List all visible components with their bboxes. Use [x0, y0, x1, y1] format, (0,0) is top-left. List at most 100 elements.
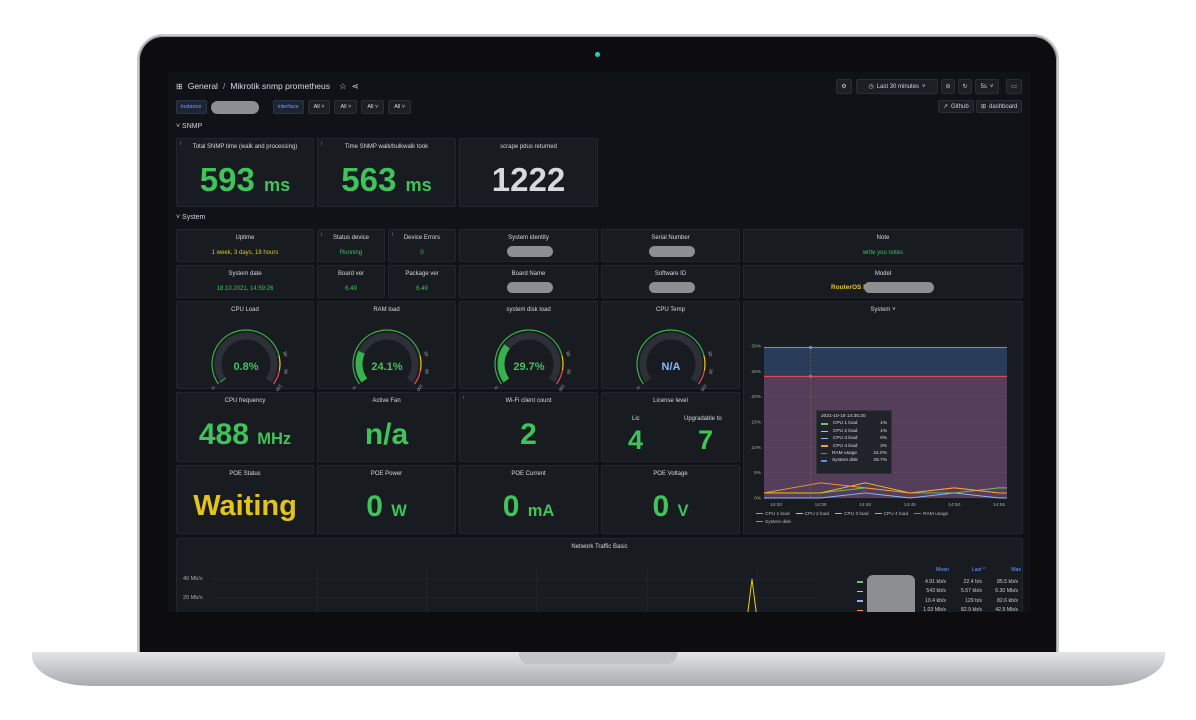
column-header-last[interactable]: Last *	[971, 567, 985, 573]
tooltip-rows: CPU 1 load 1% CPU 2 load 1% CPU 3 load 0% CPU …	[821, 421, 887, 463]
gauge-tick-label: 90	[283, 369, 289, 375]
panel-title[interactable]: System ˅	[870, 307, 896, 313]
panel-wifi-clients[interactable]: i Wi-Fi client count 2	[459, 392, 598, 462]
gauge-threshold-yellow	[419, 355, 422, 371]
traffic-chart-svg[interactable]	[177, 539, 827, 612]
traffic-table-row[interactable]: 10.4 kb/s 129 b/s 82.6 kb/s	[857, 596, 1022, 606]
variable-value-4[interactable]: All ˅	[388, 100, 412, 114]
panel-ram-load[interactable]: RAM load 0 60 80 100 24.1%	[317, 301, 456, 393]
traffic-table-row[interactable]: 543 kb/s 5.67 kb/s 6.30 Mb/s	[857, 587, 1022, 597]
dashboards-grid-icon[interactable]: ⊞	[176, 81, 183, 91]
info-icon[interactable]: i	[463, 395, 465, 401]
refresh-interval-picker[interactable]: 5s ˅	[975, 79, 999, 94]
clock-icon: ◷	[868, 84, 874, 90]
panel-scrape-pdus[interactable]: scrape pdus returned 1222	[459, 138, 598, 207]
panel-package-ver[interactable]: Package ver 6.49	[388, 265, 456, 298]
variable-label-instance: instance	[176, 100, 207, 114]
variable-value-interface[interactable]: All ˅	[307, 100, 331, 114]
column-header-max[interactable]: Max	[1011, 567, 1021, 573]
stat-number: 563	[341, 161, 397, 198]
legend-item[interactable]: CPU 4 load	[874, 512, 908, 517]
panel-software-id[interactable]: Software ID	[601, 265, 740, 298]
row-title-snmp[interactable]: ˅ SNMP	[176, 123, 203, 130]
column-header-mean[interactable]: Mean	[936, 567, 949, 573]
panel-note[interactable]: Note write you notes	[743, 229, 1023, 262]
panel-license-level[interactable]: License level Lic Upgradable to 4 7	[601, 392, 740, 462]
panel-status-device[interactable]: i Status device Running	[317, 229, 385, 262]
gauge-threshold-green	[636, 329, 705, 385]
redacted-blur	[649, 282, 695, 293]
panel-uptime[interactable]: Uptime 1 week, 3 days, 18 hours	[176, 229, 314, 262]
panel-title: Network Traffic Basic	[571, 544, 628, 550]
panel-board-name[interactable]: Board Name	[459, 265, 598, 298]
panel-network-traffic[interactable]: Network Traffic Basic 40 Mb/s 20 Mb/s Me…	[176, 538, 1023, 612]
panel-cpu-frequency[interactable]: CPU frequency 488 MHz	[176, 392, 314, 462]
info-icon[interactable]: i	[180, 141, 182, 147]
time-range-picker[interactable]: ◷ Last 30 minutes ˅	[856, 79, 938, 94]
info-icon[interactable]: i	[392, 232, 394, 238]
panel-board-ver[interactable]: Board ver 6.49	[317, 265, 385, 298]
variable-value-instance[interactable]	[210, 100, 259, 114]
legend-item[interactable]: CPU 1 load	[756, 512, 790, 517]
stat-value: 0 W	[318, 490, 455, 524]
legend-item[interactable]: CPU 2 load	[795, 512, 829, 517]
panel-total-snmp-time[interactable]: i Total SNMP time (walk and processing) …	[176, 138, 314, 207]
breadcrumb-folder[interactable]: General	[187, 81, 218, 91]
variable-value-2[interactable]: All ˅	[334, 100, 358, 114]
dashboard-link[interactable]: ⊞ dashboard	[976, 100, 1023, 113]
panel-poe-status[interactable]: POE Status Waiting	[176, 465, 314, 534]
license-lic-value: 4	[628, 425, 644, 455]
cpu-temp-gauge: 0 80 90 100 N/A	[635, 329, 714, 393]
chart-ytick: 5%	[754, 470, 762, 476]
chart-series-line-cpu-3-load	[764, 492, 1007, 499]
traffic-table-row[interactable]: 4.91 kb/s 22.4 b/s 85.5 kb/s	[857, 577, 1022, 587]
gauge-track	[497, 332, 561, 383]
share-icon[interactable]: ⋖	[351, 80, 359, 91]
ram-load-gauge: 0 60 80 100 24.1%	[351, 329, 430, 393]
model-text: RouterOS R	[831, 284, 868, 291]
panel-poe-current[interactable]: POE Current 0 mA	[459, 465, 598, 534]
panel-system-identity[interactable]: System identity	[459, 229, 598, 262]
uptime-value: 1 week, 3 days, 18 hours	[211, 250, 279, 256]
refresh-button[interactable]: ↻	[958, 79, 972, 94]
cell-mean: 543 kb/s	[926, 588, 946, 595]
traffic-ytick: 40 Mb/s	[183, 576, 203, 582]
panel-poe-voltage[interactable]: POE Voltage 0 V	[601, 465, 740, 534]
breadcrumb-dashboard[interactable]: Mikrotik snmp prometheus	[230, 81, 330, 91]
traffic-table-header: Mean Last * Max	[911, 567, 1021, 573]
panel-title: Wi-Fi client count	[505, 398, 552, 404]
panel-cpu-temp[interactable]: CPU Temp 0 80 90 100 N/A	[601, 301, 740, 393]
panel-active-fan[interactable]: Active Fan n/a	[317, 392, 456, 462]
legend-item[interactable]: CPU 3 load	[835, 512, 869, 517]
panel-system-chart[interactable]: System ˅ 30% 25% 20% 15% 10% 5% 0% 14:30 14:35 14…	[743, 301, 1023, 534]
traffic-table-row[interactable]: 1.03 Mb/s 82.9 kb/s 42.9 Mb/s	[857, 606, 1022, 612]
settings-button[interactable]: ⚙	[836, 79, 852, 94]
tv-mode-button[interactable]: ▭	[1006, 79, 1022, 94]
variable-value-3[interactable]: All ˅	[361, 100, 385, 114]
panel-system-date[interactable]: System date 18.10.2021, 14:59:26	[176, 265, 314, 298]
legend-item[interactable]: RAM usage	[914, 512, 948, 517]
info-icon[interactable]: i	[321, 232, 323, 238]
cell-last: 22.4 b/s	[963, 578, 982, 585]
panel-snmp-walk-time[interactable]: i Time SNMP walk/bulkwalk took 563 ms	[317, 138, 456, 207]
legend-label: RAM usage	[923, 512, 949, 517]
row-title-system[interactable]: ˅ System	[176, 214, 206, 221]
info-icon[interactable]: i	[321, 141, 323, 147]
stat-unit: MHz	[257, 430, 292, 448]
stat-value: 2	[520, 418, 537, 451]
panel-disk-load[interactable]: system disk load 0 80 90 100 29.7%	[459, 301, 598, 393]
panel-poe-power[interactable]: POE Power 0 W	[317, 465, 456, 534]
panel-device-errors[interactable]: i Device Errors 0	[388, 229, 456, 262]
gauge-tick-label: 90	[708, 369, 714, 375]
redacted-blur	[863, 282, 934, 293]
cell-last: 129 b/s	[964, 597, 982, 604]
panel-model[interactable]: Model RouterOS R	[743, 265, 1023, 298]
panel-serial-number[interactable]: Serial Number	[601, 229, 740, 262]
zoom-out-button[interactable]: ⊖	[941, 79, 955, 94]
gear-icon: ⚙	[841, 84, 847, 90]
legend-item[interactable]: System disk	[756, 520, 791, 525]
panel-cpu-load[interactable]: CPU Load 0 80 90 100 0.8%	[176, 301, 314, 393]
panel-title: Package ver	[405, 271, 439, 277]
star-icon[interactable]: ☆	[339, 80, 347, 91]
github-link[interactable]: ↗ Github	[938, 100, 974, 113]
